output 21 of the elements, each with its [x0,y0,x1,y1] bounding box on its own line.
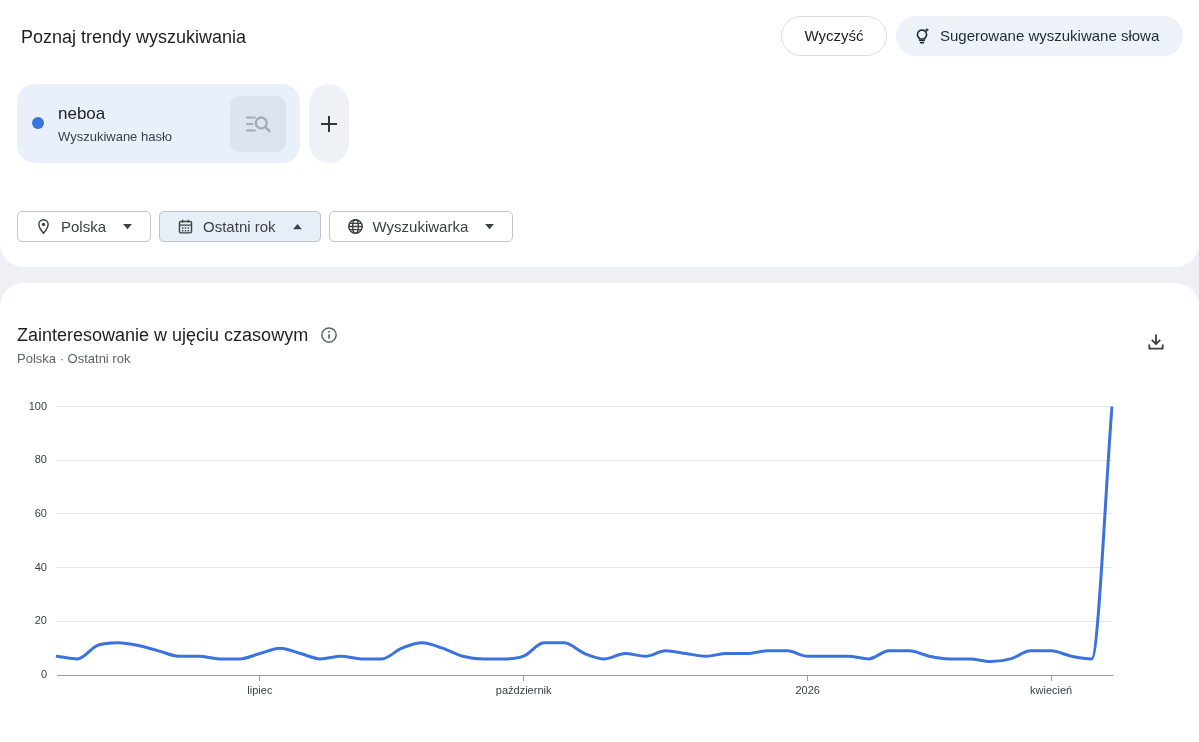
y-tick-label: 80 [34,453,47,466]
y-tick-label: 100 [28,399,47,412]
text: Wyszukiwane hasło [58,129,173,144]
chart-subtitle: Polska · Ostatni rok [17,351,131,367]
line-series [55,406,1114,664]
text: Poznaj trendy wyszukiwania [21,26,247,48]
filled-button: Sugerowane wyszukiwane słowa [896,16,1184,56]
y-tick-label: 60 [34,506,47,519]
x-tick-label: kwiecień [1030,683,1073,696]
x-tick-label: październik [495,683,552,696]
legend-label: neboa [58,104,106,124]
dropdown: Wyszukiwarka [328,211,514,242]
y-tick-label: 40 [34,560,47,573]
y-tick-label: 0 [40,668,47,681]
x-tick-label: 2026 [795,683,820,696]
y-tick-label: 20 [34,614,47,627]
dropdown: Polska [17,211,152,242]
chart-title: Zainteresowanie w ujęciu czasowym [17,324,309,346]
dropdown: Ostatni rok [159,211,321,242]
x-tick-label: lipiec [247,683,273,696]
outlined-button: Wyczyść [781,16,887,56]
